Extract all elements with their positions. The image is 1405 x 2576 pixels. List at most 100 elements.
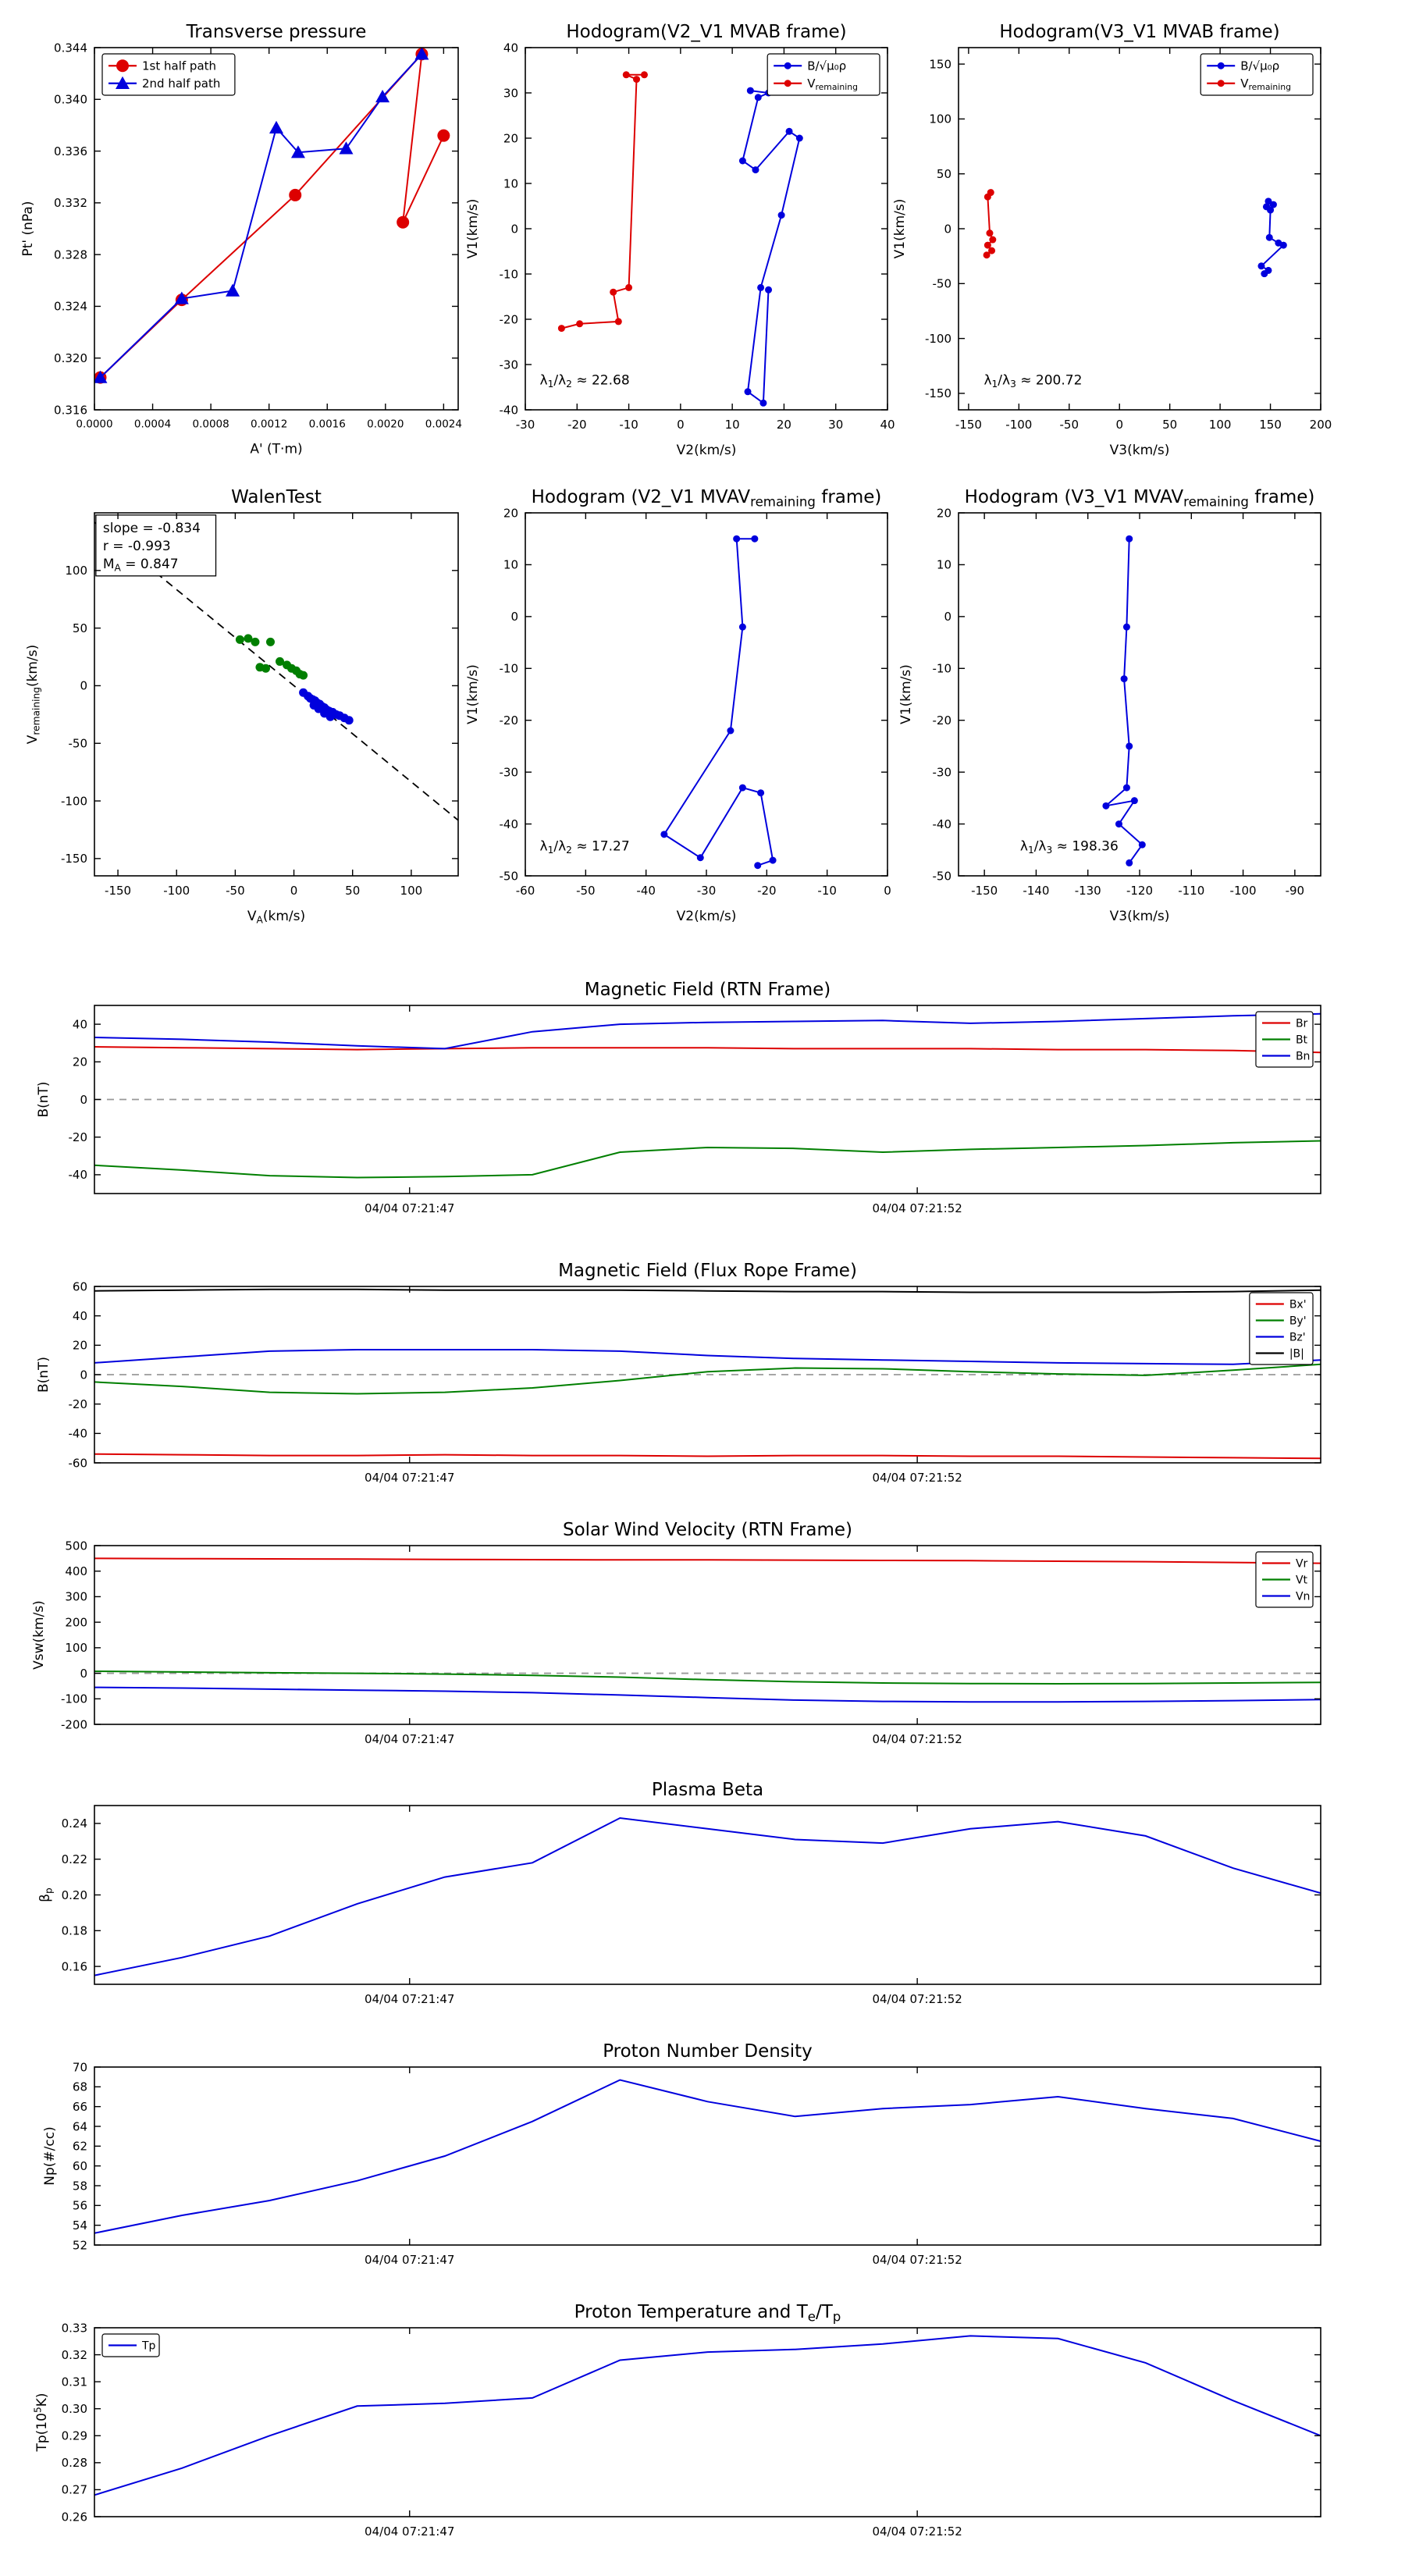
x-tick-label: -130 (1075, 884, 1101, 898)
x-axis-label: V2(km/s) (677, 909, 737, 924)
y-axis-label: βp (37, 1888, 54, 1902)
chart-hodogram_v3v1_mvav: λ1/λ3 ≈ 198.36-150 -140 -130 -120 -110 -100 -9… (898, 487, 1321, 924)
legend-label: Br (1296, 1017, 1308, 1030)
lambda-annotation: λ1/λ3 ≈ 200.72 (984, 373, 1082, 390)
x-tick-label: 04/04 07:21:47 (365, 1201, 454, 1215)
x-tick-label: 0.0024 (425, 418, 462, 431)
x-tick-label: 50 (345, 884, 360, 898)
marker (94, 370, 108, 383)
y-tick-label: 0 (80, 1368, 87, 1382)
plot-area (94, 1012, 1321, 1179)
y-tick-label: 200 (65, 1615, 87, 1629)
axes-frame (94, 1545, 1321, 1725)
legend-box (1249, 1292, 1314, 1365)
marker (1126, 742, 1133, 750)
x-tick-label: -100 (1230, 884, 1257, 898)
legend-label: Vt (1296, 1574, 1308, 1586)
marker (1265, 233, 1273, 241)
marker (765, 286, 773, 294)
y-tick-label: -100 (925, 332, 951, 346)
plot-area (1102, 535, 1146, 866)
marker (269, 120, 283, 133)
marker (1120, 675, 1128, 683)
marker (251, 637, 260, 646)
marker (622, 71, 630, 79)
x-tick-label: 100 (1209, 418, 1232, 432)
marker (738, 157, 746, 165)
marker (733, 535, 741, 543)
y-tick-label: 70 (73, 2060, 87, 2074)
x-tick-label: -20 (757, 884, 777, 898)
y-tick-label: 150 (929, 57, 951, 71)
chart-title: Solar Wind Velocity (RTN Frame) (563, 1520, 852, 1540)
chart-title: Hodogram (V3_V1 MVAVremaining frame) (965, 487, 1315, 510)
chart-title: Hodogram(V3_V1 MVAB frame) (999, 22, 1279, 42)
x-tick-label: -120 (1126, 884, 1153, 898)
y-tick-label: -150 (61, 852, 87, 866)
legend-label: 1st half path (142, 59, 216, 73)
series-line-By' (94, 1363, 1321, 1395)
marker (984, 193, 991, 201)
y-axis-label: Vsw(km/s) (31, 1600, 47, 1670)
marker (375, 89, 390, 103)
y-tick-label: -150 (925, 386, 951, 400)
marker (795, 134, 803, 142)
y-tick-label: 100 (929, 112, 951, 126)
x-tick-label: -10 (817, 884, 837, 898)
series-line-Bt (94, 1140, 1321, 1179)
y-tick-label: 0 (80, 679, 87, 693)
chart-hodogram_v2v1_mvav: λ1/λ2 ≈ 17.27-60 -50 -40 -30 -20 -10 0-50-40-3… (465, 487, 891, 924)
x-tick-label: 50 (1162, 418, 1177, 432)
x-tick-label: -90 (1286, 884, 1305, 898)
series-line-B/√μ₀ρ (742, 90, 801, 405)
y-tick-label: 20 (73, 1055, 87, 1069)
x-tick-label: 0.0020 (367, 418, 404, 431)
marker (414, 48, 429, 60)
marker (744, 388, 752, 396)
y-tick-label: 0.328 (54, 247, 87, 262)
y-tick-label: 500 (65, 1539, 87, 1553)
chart-title: Plasma Beta (652, 1780, 763, 1800)
axes-frame (94, 47, 459, 411)
x-tick-label: 0 (290, 884, 298, 898)
series-line-1st half path (99, 52, 445, 379)
stats-box (95, 514, 217, 577)
legend-label: B/√μ₀ρ (807, 59, 846, 73)
legend-label: Vremaining (1240, 76, 1291, 92)
x-tick-label: 200 (1310, 418, 1332, 432)
series-line-Vremaining (561, 73, 645, 329)
y-tick-label: 0 (80, 1667, 87, 1681)
chart-proton_temp: 04/04 07:21:47 04/04 07:21:52 0.26 0.27 0.28… (33, 2302, 1321, 2539)
x-axis-label: VA(km/s) (247, 909, 305, 925)
marker (1122, 784, 1130, 792)
y-tick-label: 0.20 (62, 1888, 87, 1902)
y-tick-label: 20 (503, 506, 518, 520)
marker (754, 862, 762, 870)
plot-area (94, 48, 450, 384)
legend-label: Vr (1296, 1557, 1308, 1570)
y-tick-label: -30 (933, 765, 952, 779)
x-tick-label: 0.0012 (251, 418, 287, 431)
marker (1217, 62, 1225, 69)
marker (116, 59, 129, 73)
y-tick-label: 54 (73, 2218, 87, 2233)
marker (1102, 802, 1110, 809)
stats-box-line: r = -0.993 (103, 539, 171, 554)
marker (344, 716, 354, 725)
axes-frame (94, 2066, 1321, 2246)
y-tick-label: -10 (500, 662, 519, 676)
y-tick-label: 0.336 (54, 144, 87, 158)
marker (625, 283, 633, 291)
marker (759, 399, 767, 407)
y-tick-label: 20 (73, 1339, 87, 1353)
legend-box (101, 53, 236, 96)
y-tick-label: 40 (503, 41, 518, 55)
x-tick-label: 100 (400, 884, 423, 898)
marker (610, 288, 617, 296)
y-tick-label: 0.324 (54, 300, 87, 314)
y-axis-label: Tp(105K) (33, 2393, 51, 2453)
marker (727, 727, 735, 735)
x-tick-label: 04/04 07:21:47 (365, 1992, 454, 2006)
y-tick-label: 20 (503, 131, 518, 145)
marker (633, 76, 641, 84)
